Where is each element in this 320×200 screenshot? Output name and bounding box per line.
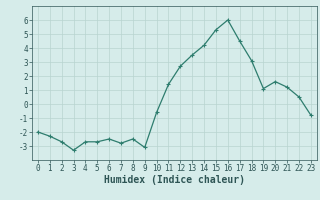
X-axis label: Humidex (Indice chaleur): Humidex (Indice chaleur) xyxy=(104,175,245,185)
